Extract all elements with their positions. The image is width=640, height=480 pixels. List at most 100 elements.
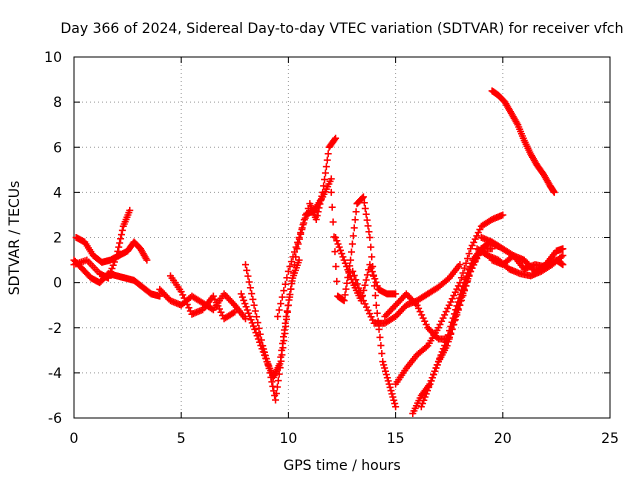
data-point xyxy=(324,150,332,158)
data-point xyxy=(261,351,269,359)
data-point xyxy=(104,274,112,282)
data-point xyxy=(112,255,120,263)
data-point xyxy=(252,329,260,337)
data-point xyxy=(259,342,267,350)
data-point xyxy=(106,271,114,279)
data-point xyxy=(419,314,427,322)
data-points xyxy=(70,87,567,417)
data-point xyxy=(425,383,433,391)
data-point xyxy=(422,321,430,329)
data-point xyxy=(107,268,115,276)
data-point xyxy=(156,292,164,300)
data-point xyxy=(465,271,473,279)
data-point xyxy=(367,313,375,321)
data-point xyxy=(392,290,400,298)
data-point xyxy=(251,307,259,315)
data-point xyxy=(260,345,268,353)
data-point xyxy=(392,403,400,411)
data-point xyxy=(447,329,455,337)
data-point xyxy=(182,297,190,305)
data-point xyxy=(419,399,427,407)
data-point xyxy=(289,269,297,277)
data-point xyxy=(316,200,324,208)
data-point xyxy=(427,377,435,385)
data-point xyxy=(274,377,282,385)
data-point xyxy=(358,292,366,300)
data-point xyxy=(352,276,360,284)
data-point xyxy=(237,290,245,298)
data-point xyxy=(448,295,456,303)
data-point xyxy=(280,287,288,295)
data-point xyxy=(439,314,447,322)
series-track-n xyxy=(409,238,503,417)
x-axis-label: GPS time / hours xyxy=(283,458,400,474)
data-point xyxy=(257,336,265,344)
data-point xyxy=(499,211,507,219)
data-point xyxy=(372,278,380,286)
y-tick-label: 10 xyxy=(44,50,62,66)
data-point xyxy=(453,285,461,293)
data-point xyxy=(363,216,371,224)
data-point xyxy=(286,293,294,301)
x-tick-label: 25 xyxy=(601,431,619,447)
data-point xyxy=(295,234,303,241)
data-point xyxy=(180,294,188,302)
data-point xyxy=(373,282,381,290)
y-tick-label: 2 xyxy=(53,231,62,247)
data-point xyxy=(282,322,290,330)
data-point xyxy=(377,341,385,349)
data-point xyxy=(351,216,359,224)
data-point xyxy=(356,288,364,296)
data-point xyxy=(442,308,450,316)
data-point xyxy=(345,269,353,277)
data-point xyxy=(430,370,438,378)
data-point xyxy=(443,342,451,350)
data-point xyxy=(391,399,399,407)
data-point xyxy=(436,321,444,329)
data-point xyxy=(385,380,393,388)
data-point xyxy=(341,259,349,267)
data-point xyxy=(450,292,458,300)
data-point xyxy=(381,367,389,375)
data-point xyxy=(476,225,484,233)
data-point xyxy=(457,297,465,305)
data-point xyxy=(283,315,291,323)
series-track-i xyxy=(327,188,400,411)
data-point xyxy=(340,256,348,264)
data-point xyxy=(379,358,387,366)
data-point xyxy=(361,281,369,289)
data-point xyxy=(217,308,225,316)
chart-title: Day 366 of 2024, Sidereal Day-to-day VTE… xyxy=(60,21,623,37)
data-point xyxy=(329,218,337,226)
data-point xyxy=(363,303,371,311)
data-point xyxy=(278,351,286,359)
series-track-s xyxy=(488,87,558,196)
data-point xyxy=(343,263,351,271)
data-point xyxy=(295,256,303,264)
data-point xyxy=(445,301,453,309)
data-point xyxy=(360,199,368,207)
data-point xyxy=(466,268,474,276)
data-point xyxy=(110,258,118,266)
data-point xyxy=(416,308,424,316)
data-point xyxy=(362,276,370,284)
data-point xyxy=(263,358,271,366)
data-point xyxy=(291,248,299,256)
data-point xyxy=(559,252,567,260)
grid-lines xyxy=(74,57,610,418)
data-point xyxy=(353,280,361,288)
y-tick-label: 4 xyxy=(53,185,62,201)
data-point xyxy=(352,208,360,216)
data-point xyxy=(332,134,340,142)
data-point xyxy=(388,390,396,398)
data-point xyxy=(460,285,468,293)
data-point xyxy=(277,357,285,365)
data-point xyxy=(323,156,331,164)
data-point xyxy=(179,291,187,299)
data-point xyxy=(444,338,452,346)
series-track-r xyxy=(488,252,567,273)
data-point xyxy=(371,292,379,300)
data-point xyxy=(451,288,459,296)
data-point xyxy=(390,396,398,404)
data-point xyxy=(421,317,429,325)
